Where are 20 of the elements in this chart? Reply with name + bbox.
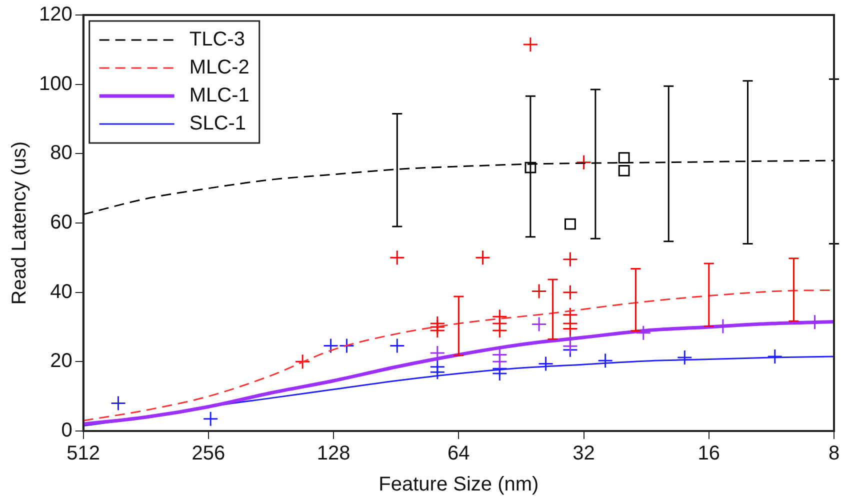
x-tick-label: 32 xyxy=(572,442,595,465)
x-tick-label: 128 xyxy=(316,442,350,465)
x-tick-label: 256 xyxy=(192,442,226,465)
x-tick-label: 8 xyxy=(828,442,840,465)
y-tick-label: 20 xyxy=(50,350,72,372)
y-tick-label: 120 xyxy=(38,4,72,26)
legend-label: MLC-1 xyxy=(189,84,250,107)
y-tick-label: 100 xyxy=(38,72,72,95)
x-tick-label: 16 xyxy=(698,442,720,465)
x-tick-label: 512 xyxy=(66,442,100,465)
x-tick-label: 64 xyxy=(448,442,470,465)
y-tick-label: 0 xyxy=(61,420,72,442)
legend-label: SLC-1 xyxy=(189,112,246,135)
x-axis-title: Feature Size (nm) xyxy=(378,474,539,496)
legend-label: TLC-3 xyxy=(189,28,245,51)
y-axis-title: Read Latency (us) xyxy=(8,141,31,305)
y-tick-label: 80 xyxy=(50,142,72,164)
y-tick-label: 40 xyxy=(50,280,72,303)
y-tick-label: 60 xyxy=(50,212,72,234)
legend-label: MLC-2 xyxy=(189,56,250,79)
